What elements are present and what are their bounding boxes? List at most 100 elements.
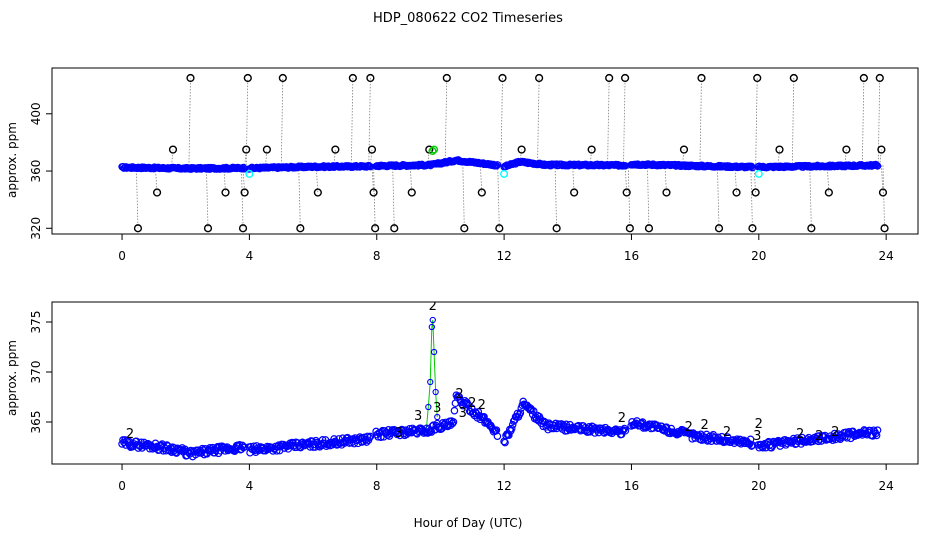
outlier-point bbox=[625, 224, 634, 233]
outlier-point bbox=[477, 188, 486, 197]
spike-line bbox=[623, 78, 626, 166]
outlier-point bbox=[732, 188, 741, 197]
data-point bbox=[516, 409, 525, 417]
flagged-point bbox=[245, 169, 254, 178]
spike-line bbox=[879, 149, 882, 166]
data-point bbox=[872, 161, 881, 169]
x-axis-label: Hour of Day (UTC) bbox=[414, 516, 523, 530]
spike-line bbox=[519, 149, 523, 162]
outlier-point bbox=[238, 224, 248, 233]
flag-label: 2 bbox=[815, 429, 823, 444]
flagged-point bbox=[500, 169, 509, 178]
outlier-point bbox=[587, 145, 596, 154]
outlier-point bbox=[278, 73, 287, 83]
bottom-y-axis-label: approx. ppm bbox=[5, 340, 19, 416]
spike-line bbox=[188, 78, 191, 169]
top-y-axis-label: approx. ppm bbox=[5, 122, 19, 198]
outlier-point bbox=[789, 73, 798, 83]
spike-trace bbox=[425, 319, 438, 433]
outlier-point bbox=[407, 188, 416, 197]
outlier-point bbox=[714, 224, 724, 233]
outlier-point bbox=[877, 145, 886, 154]
spike-line bbox=[444, 78, 448, 163]
plot-frame bbox=[51, 301, 919, 465]
x-tick-label: 0 bbox=[118, 479, 126, 493]
data-layer bbox=[118, 73, 889, 233]
data-point bbox=[377, 433, 385, 441]
flag-label: 2 bbox=[831, 425, 839, 440]
data-point bbox=[815, 432, 824, 440]
x-tick-label: 16 bbox=[624, 249, 639, 263]
flagged-point bbox=[754, 169, 763, 178]
spike-line bbox=[755, 78, 758, 168]
spike-line bbox=[589, 149, 593, 166]
chart-title: HDP_080622 CO2 Timeseries bbox=[373, 11, 563, 26]
data-point bbox=[748, 441, 757, 449]
data-point bbox=[493, 161, 502, 169]
outlier-point bbox=[697, 73, 706, 83]
spike-line bbox=[717, 166, 720, 229]
x-tick-label: 12 bbox=[496, 249, 511, 263]
outlier-point bbox=[824, 188, 833, 197]
spike-line bbox=[135, 167, 139, 229]
data-point bbox=[432, 388, 439, 396]
data-point bbox=[621, 426, 630, 435]
flagged-point bbox=[428, 146, 437, 155]
outlier-point bbox=[878, 188, 888, 197]
outlier-point bbox=[186, 73, 195, 83]
x-tick-label: 24 bbox=[879, 249, 894, 263]
flag-label: 2 bbox=[429, 299, 437, 314]
spike-line bbox=[500, 78, 503, 167]
y-tick-label: 400 bbox=[29, 102, 43, 125]
outlier-point bbox=[753, 73, 762, 83]
flag-label: 2 bbox=[618, 411, 626, 426]
y-tick-label: 375 bbox=[29, 311, 43, 334]
spike-line bbox=[809, 166, 812, 229]
outlier-point bbox=[296, 224, 305, 233]
flag-label: 3 bbox=[433, 401, 441, 416]
data-point bbox=[365, 433, 374, 442]
spike-line bbox=[241, 168, 244, 229]
outlier-point bbox=[242, 145, 251, 154]
data-point bbox=[449, 418, 458, 426]
data-point bbox=[838, 433, 847, 442]
data-point bbox=[293, 443, 301, 452]
outlier-point bbox=[221, 188, 230, 197]
data-point bbox=[513, 409, 522, 418]
outlier-point bbox=[369, 188, 378, 197]
outlier-point bbox=[348, 73, 357, 83]
data-point bbox=[464, 400, 472, 409]
outlier-point bbox=[168, 145, 178, 154]
data-point bbox=[492, 162, 501, 170]
x-tick-label: 20 bbox=[751, 479, 766, 493]
flag-label: 2 bbox=[755, 417, 763, 432]
plot-frame bbox=[51, 67, 919, 235]
data-point bbox=[873, 426, 882, 434]
outlier-point bbox=[552, 224, 561, 233]
outlier-point bbox=[517, 145, 526, 154]
outlier-point bbox=[605, 73, 614, 83]
y-tick-label: 365 bbox=[29, 411, 43, 434]
outlier-point bbox=[203, 224, 213, 233]
flag-label: 3 bbox=[414, 409, 422, 424]
outlier-point bbox=[262, 145, 272, 154]
data-point bbox=[450, 406, 459, 415]
data-point bbox=[430, 348, 438, 356]
data-point bbox=[427, 378, 434, 386]
x-tick-label: 8 bbox=[373, 479, 381, 493]
outlier-point bbox=[313, 188, 322, 197]
outlier-point bbox=[807, 224, 816, 233]
data-point bbox=[507, 424, 516, 433]
spike-line bbox=[826, 166, 830, 193]
spike-line bbox=[373, 165, 376, 229]
outlier-point bbox=[442, 73, 451, 83]
flag-label: 2 bbox=[723, 425, 731, 440]
y-tick-label: 370 bbox=[29, 361, 43, 384]
flag-label: 2 bbox=[455, 387, 463, 402]
outlier-point bbox=[679, 145, 689, 154]
data-point bbox=[508, 420, 517, 429]
x-tick-label: 20 bbox=[751, 249, 766, 263]
outlier-point bbox=[775, 145, 784, 154]
outlier-point bbox=[331, 145, 340, 154]
